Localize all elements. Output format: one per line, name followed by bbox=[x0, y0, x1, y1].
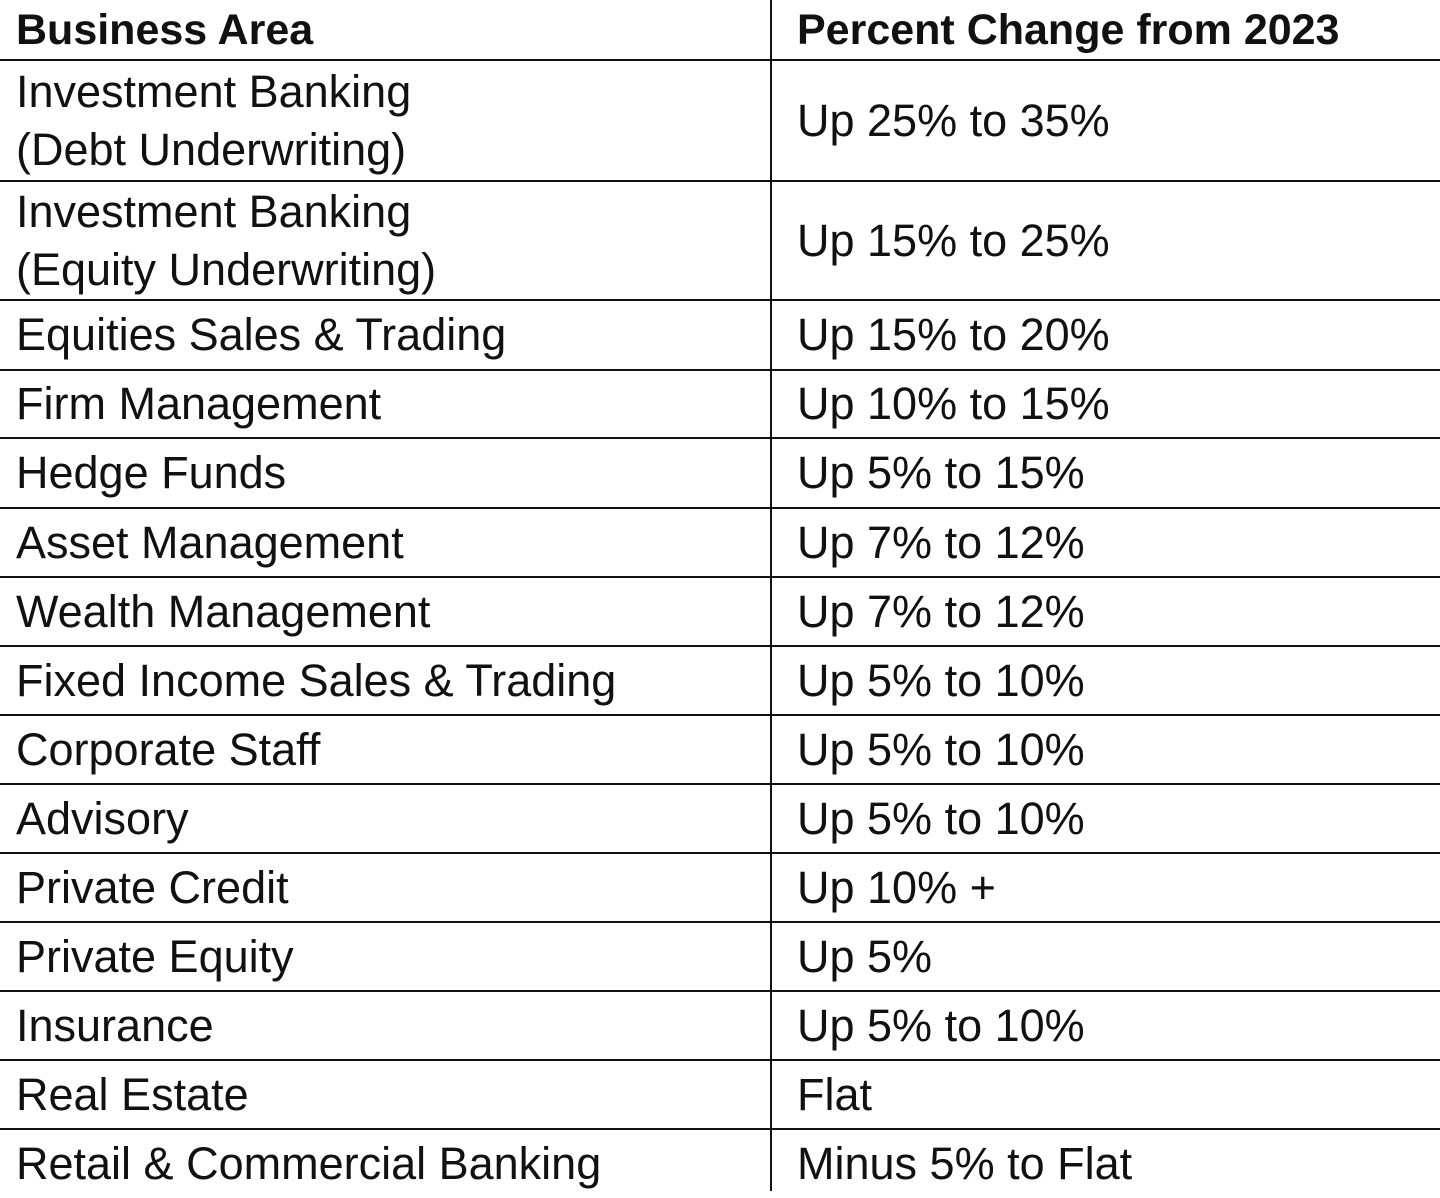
table-cell: Minus 5% to Flat bbox=[797, 1137, 1133, 1189]
table-cell: Investment Banking (Equity Underwriting) bbox=[16, 185, 437, 295]
row-border bbox=[0, 714, 1440, 716]
header-cell: Business Area bbox=[16, 6, 314, 54]
row-border bbox=[0, 576, 1440, 578]
row-border bbox=[0, 299, 1440, 301]
table-cell: Advisory bbox=[16, 792, 189, 844]
column-divider bbox=[770, 0, 772, 1191]
table-cell: Up 5% to 10% bbox=[797, 654, 1085, 706]
table-cell: Up 15% to 25% bbox=[797, 214, 1110, 266]
table-cell: Real Estate bbox=[16, 1068, 249, 1120]
row-border bbox=[0, 783, 1440, 785]
table-cell: Up 5% to 10% bbox=[797, 723, 1085, 775]
table-cell: Up 10% + bbox=[797, 861, 996, 913]
table-cell: Private Equity bbox=[16, 930, 294, 982]
table-cell: Private Credit bbox=[16, 861, 289, 913]
table-cell: Flat bbox=[797, 1068, 873, 1120]
table-cell: Investment Banking (Debt Underwriting) bbox=[16, 65, 412, 175]
table-cell: Insurance bbox=[16, 999, 214, 1051]
row-border bbox=[0, 507, 1440, 509]
table-cell: Up 5% to 10% bbox=[797, 792, 1085, 844]
row-border bbox=[0, 369, 1440, 371]
table-cell: Fixed Income Sales & Trading bbox=[16, 654, 617, 706]
table-cell: Wealth Management bbox=[16, 585, 431, 637]
row-border bbox=[0, 437, 1440, 439]
row-border bbox=[0, 1128, 1440, 1130]
table-cell: Up 10% to 15% bbox=[797, 378, 1110, 429]
header-cell: Percent Change from 2023 bbox=[797, 6, 1340, 54]
table-cell: Up 25% to 35% bbox=[797, 94, 1110, 146]
table-cell: Asset Management bbox=[16, 516, 404, 568]
row-border bbox=[0, 921, 1440, 923]
row-border bbox=[0, 852, 1440, 854]
table-cell: Firm Management bbox=[16, 378, 382, 429]
table-cell: Hedge Funds bbox=[16, 447, 287, 498]
table-cell: Up 5% to 10% bbox=[797, 999, 1085, 1051]
table-cell: Up 7% to 12% bbox=[797, 516, 1085, 568]
row-border bbox=[0, 645, 1440, 647]
table-cell: Up 5% bbox=[797, 930, 933, 982]
table-cell: Equities Sales & Trading bbox=[16, 309, 507, 360]
row-border bbox=[0, 59, 1440, 61]
table-cell: Corporate Staff bbox=[16, 723, 321, 775]
row-border bbox=[0, 180, 1440, 182]
table-cell: Up 15% to 20% bbox=[797, 309, 1110, 360]
row-border bbox=[0, 1059, 1440, 1061]
table-cell: Retail & Commercial Banking bbox=[16, 1137, 602, 1189]
row-border bbox=[0, 990, 1440, 992]
table-cell: Up 5% to 15% bbox=[797, 447, 1085, 498]
table-cell: Up 7% to 12% bbox=[797, 585, 1085, 637]
